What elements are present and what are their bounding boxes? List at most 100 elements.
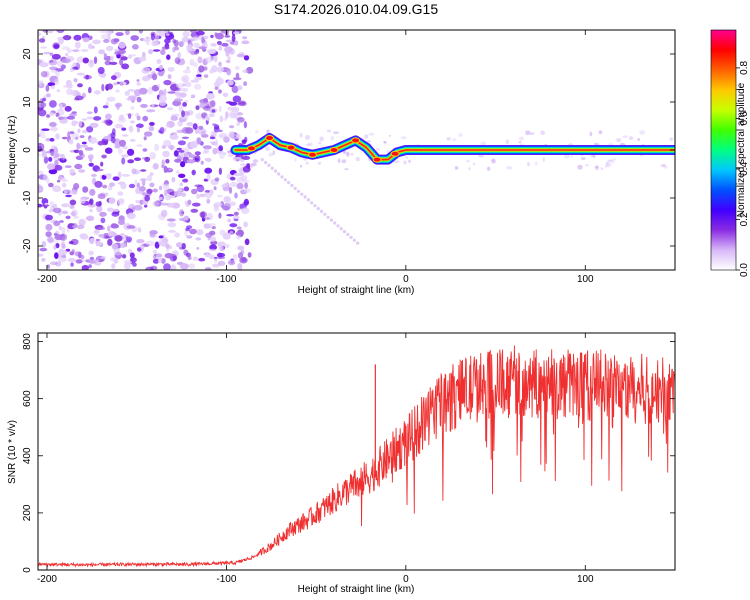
noise-speckle-dot xyxy=(49,52,54,56)
colorbar-tick-label: 0.2 xyxy=(739,212,750,226)
noise-speckle-dot xyxy=(75,259,83,264)
noise-speckle-dot xyxy=(86,126,94,133)
noise-speckle-dot xyxy=(212,147,218,155)
noise-speckle-dot xyxy=(203,74,209,78)
colorbar-tick-label: 0.6 xyxy=(739,111,750,125)
noise-speckle-dot xyxy=(225,101,233,104)
noise-speckle-dot xyxy=(310,201,314,205)
noise-speckle-dot xyxy=(106,207,114,212)
noise-speckle-dot xyxy=(400,136,407,140)
spectrogram-y-ticks: -20 -10 0 10 20 xyxy=(22,48,675,253)
snr-plot-area xyxy=(38,345,675,568)
snr-y-ticks: 0 200 400 600 800 xyxy=(22,333,675,573)
noise-speckle-dot xyxy=(110,55,114,62)
noise-speckle-dot xyxy=(241,256,247,262)
noise-speckle-dot xyxy=(203,66,208,71)
noise-speckle-dot xyxy=(209,136,216,140)
noise-speckle-dot xyxy=(232,95,242,103)
noise-speckle-dot xyxy=(127,89,135,92)
noise-speckle-dot xyxy=(158,235,164,239)
noise-speckle-dot xyxy=(243,55,250,61)
noise-speckle-dot xyxy=(172,100,182,107)
noise-speckle-dot xyxy=(80,197,86,204)
noise-speckle-dot xyxy=(174,91,181,96)
noise-speckle-dot xyxy=(93,229,100,234)
noise-speckle-dot xyxy=(327,129,331,133)
noise-speckle-dot xyxy=(88,60,95,68)
noise-speckle-dot xyxy=(152,49,161,52)
noise-speckle-dot xyxy=(60,177,66,181)
noise-speckle-dot xyxy=(38,82,42,87)
spectrogram-y-tick-label: -10 xyxy=(22,190,33,205)
noise-speckle-dot xyxy=(110,257,118,262)
noise-speckle-dot xyxy=(148,125,155,132)
noise-speckle-dot xyxy=(580,157,586,160)
noise-speckle-dot xyxy=(232,215,240,219)
noise-speckle-dot xyxy=(118,148,123,155)
noise-speckle-dot xyxy=(605,162,612,168)
noise-speckle-dot xyxy=(242,155,251,160)
noise-speckle-dot xyxy=(318,141,322,145)
noise-speckle-dot xyxy=(323,212,327,216)
noise-speckle-dot xyxy=(171,177,176,183)
noise-speckle-dot xyxy=(156,59,162,64)
colorbar-ticks: 0.0 0.2 0.4 0.6 0.8 xyxy=(736,61,750,277)
noise-speckle-dot xyxy=(144,156,151,162)
noise-speckle-dot xyxy=(229,230,234,235)
noise-speckle-dot xyxy=(170,264,177,270)
noise-speckle-dot xyxy=(121,157,126,165)
noise-speckle-dot xyxy=(446,137,452,141)
noise-speckle-dot xyxy=(129,120,136,124)
noise-speckle-dot xyxy=(136,144,143,147)
noise-speckle-dot xyxy=(111,263,116,269)
noise-speckle-dot xyxy=(58,174,62,182)
noise-speckle-dot xyxy=(191,188,198,195)
noise-speckle-dot xyxy=(247,252,252,258)
noise-speckle-dot xyxy=(72,49,79,52)
signal-hotspot xyxy=(265,135,274,141)
noise-speckle-dot xyxy=(219,115,224,123)
noise-speckle-dot xyxy=(76,142,81,150)
noise-speckle-dot xyxy=(152,254,157,260)
noise-speckle-dot xyxy=(326,215,330,219)
noise-speckle-dot xyxy=(229,110,237,118)
noise-speckle-dot xyxy=(103,136,110,140)
noise-speckle-dot xyxy=(177,120,183,127)
noise-speckle-dot xyxy=(466,159,470,163)
noise-speckle-dot xyxy=(283,178,287,182)
signal-hotspot xyxy=(308,151,317,158)
noise-speckle-dot xyxy=(172,255,177,261)
noise-speckle-dot xyxy=(72,62,77,67)
noise-speckle-dot xyxy=(195,112,203,120)
noise-speckle-dot xyxy=(216,66,224,73)
noise-speckle-dot xyxy=(209,230,216,236)
noise-speckle-dot xyxy=(86,116,94,120)
noise-speckle-dot xyxy=(170,115,178,121)
noise-speckle-dot xyxy=(109,61,118,65)
noise-speckle-dot xyxy=(67,115,75,120)
noise-speckle-dot xyxy=(478,154,484,158)
snr-y-label: SNR (10 * v/v) xyxy=(7,420,18,484)
noise-speckle-dot xyxy=(158,72,164,77)
noise-speckle-dot xyxy=(100,217,106,224)
noise-speckle-dot xyxy=(609,159,615,163)
noise-speckle-dot xyxy=(268,152,274,157)
noise-speckle-dot xyxy=(96,256,101,260)
spectrogram-x-label: Height of straight line (km) xyxy=(298,285,415,296)
noise-speckle-dot xyxy=(186,225,193,230)
noise-speckle-dot xyxy=(50,69,59,73)
noise-speckle-dot xyxy=(44,202,48,206)
noise-speckle-dot xyxy=(184,99,189,103)
noise-speckle-dot xyxy=(52,185,62,193)
noise-speckle-dot xyxy=(167,66,175,72)
snr-y-tick-label: 400 xyxy=(22,447,33,464)
noise-speckle-dot xyxy=(73,183,80,190)
noise-speckle-dot xyxy=(86,111,93,115)
noise-speckle-dot xyxy=(166,218,176,222)
signal-ridge-band xyxy=(234,137,675,161)
noise-speckle-dot xyxy=(38,185,44,193)
noise-speckle-dot xyxy=(213,126,220,133)
noise-speckle-dot xyxy=(208,113,215,118)
noise-speckle-dot xyxy=(77,92,81,96)
noise-speckle-dot xyxy=(130,106,135,110)
